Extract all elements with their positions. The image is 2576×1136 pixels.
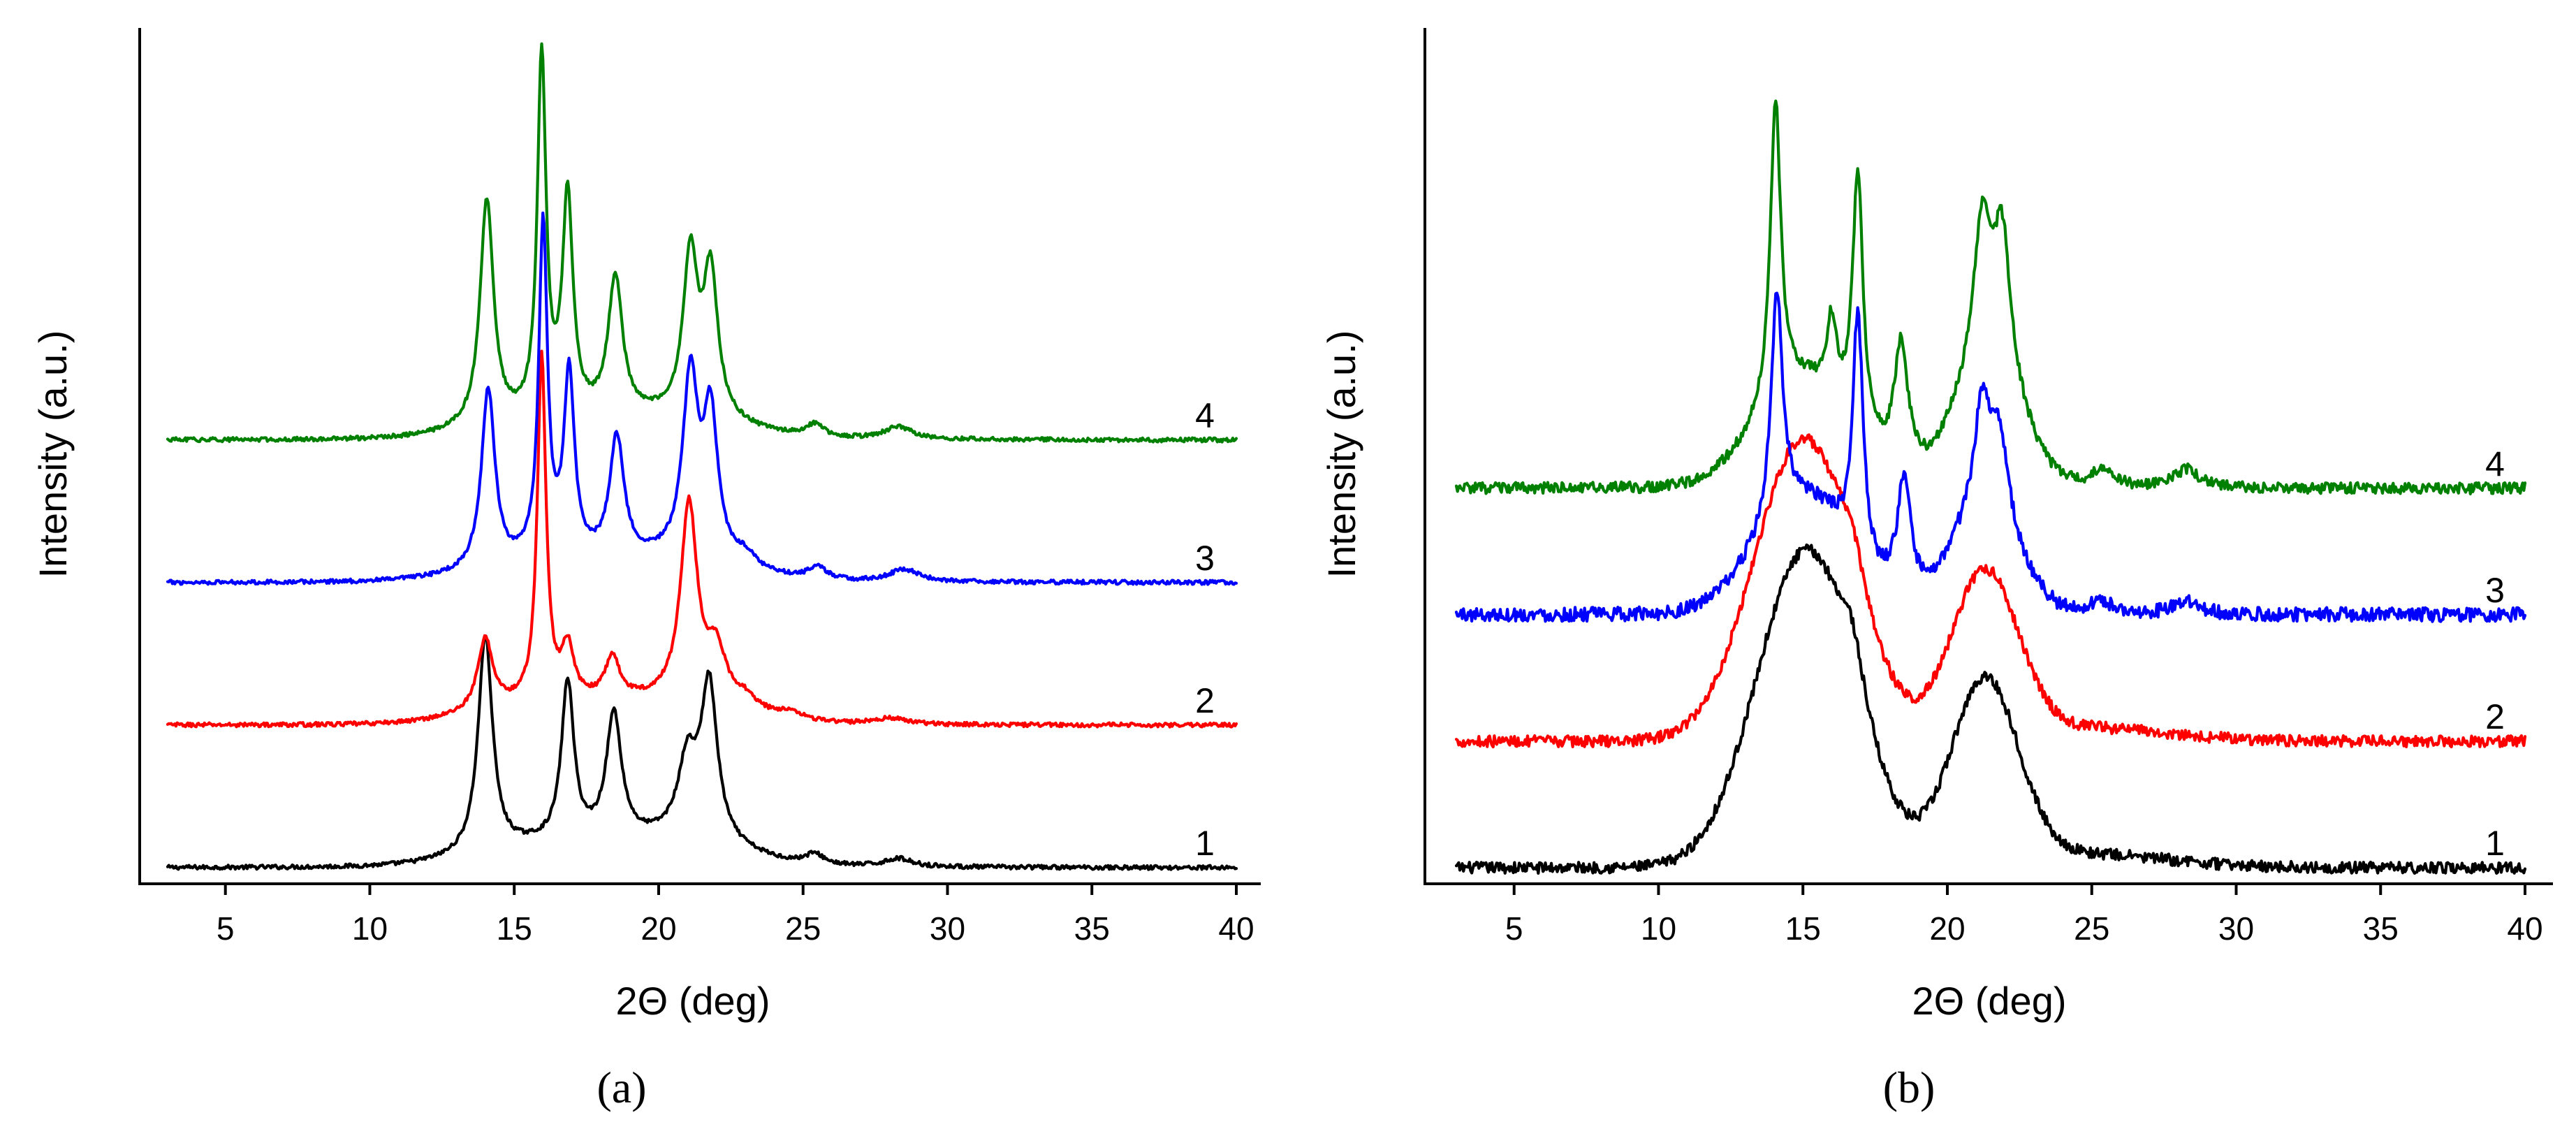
panel-a-x-tick-label: 20	[641, 910, 676, 947]
panel-b-series-3-label: 3	[2485, 571, 2505, 610]
panel-a-series-2-label: 2	[1195, 681, 1215, 720]
panel-a-series-3-line	[166, 211, 1238, 586]
panel-a-series-4-label: 4	[1195, 396, 1215, 435]
panel-b-series-1-line	[1454, 543, 2527, 875]
panel-b-series-2-line	[1454, 433, 2527, 749]
panel-a-series-1-label: 1	[1195, 824, 1215, 863]
panel-b: 5 10 15 20 25 30 35 40 1 2 3 4 2Θ (deg) Intensity …	[1319, 28, 2553, 1112]
panel-b-x-tick-label: 10	[1641, 910, 1676, 947]
panel-a-x-tick-label: 10	[352, 910, 388, 947]
panel-b-label: (b)	[1883, 1063, 1935, 1112]
panel-a-series-3-label: 3	[1195, 539, 1215, 578]
panel-b-series-4-label: 4	[2485, 444, 2505, 483]
panel-a-series-4-line	[166, 42, 1238, 444]
panel-a-x-tick-label: 35	[1074, 910, 1110, 947]
panel-a-y-label: Intensity (a.u.)	[31, 330, 75, 578]
panel-b-x-tick-label: 25	[2074, 910, 2109, 947]
panel-a-series-1-line	[166, 634, 1238, 871]
panel-b-series-4-line	[1454, 99, 2527, 495]
panel-a-x-tick-label: 5	[217, 910, 235, 947]
panel-a-label: (a)	[597, 1063, 646, 1112]
panel-a-x-label: 2Θ (deg)	[616, 979, 770, 1023]
panel-a-x-tick-label: 30	[930, 910, 965, 947]
panel-b-x-tick-label: 30	[2218, 910, 2254, 947]
panel-a-x-tick-label: 15	[497, 910, 532, 947]
panel-b-x-tick-label: 35	[2363, 910, 2399, 947]
panel-a-x-tick-label: 25	[785, 910, 821, 947]
panel-b-series-3-line	[1454, 291, 2527, 623]
panel-b-series-1-label: 1	[2485, 824, 2505, 863]
panel-b-x-tick-label: 20	[1929, 910, 1965, 947]
panel-b-x-tick-label: 15	[1785, 910, 1821, 947]
panel-a-x-tick-label: 40	[1218, 910, 1254, 947]
panel-b-x-tick-label: 40	[2507, 910, 2542, 947]
panel-a-series-2-line	[166, 349, 1238, 729]
panel-b-x-label: 2Θ (deg)	[1912, 979, 2067, 1023]
panel-b-y-label: Intensity (a.u.)	[1319, 330, 1363, 578]
panel-b-series-2-label: 2	[2485, 697, 2505, 736]
panel-b-x-tick-label: 5	[1505, 910, 1523, 947]
panel-a: 5 10 15 20 25 30 35 40 1 2 3 4 2Θ (deg) Intensity …	[31, 28, 1261, 1112]
